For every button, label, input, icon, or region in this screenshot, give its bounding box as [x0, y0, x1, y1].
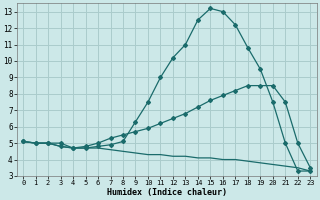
X-axis label: Humidex (Indice chaleur): Humidex (Indice chaleur) [107, 188, 227, 197]
